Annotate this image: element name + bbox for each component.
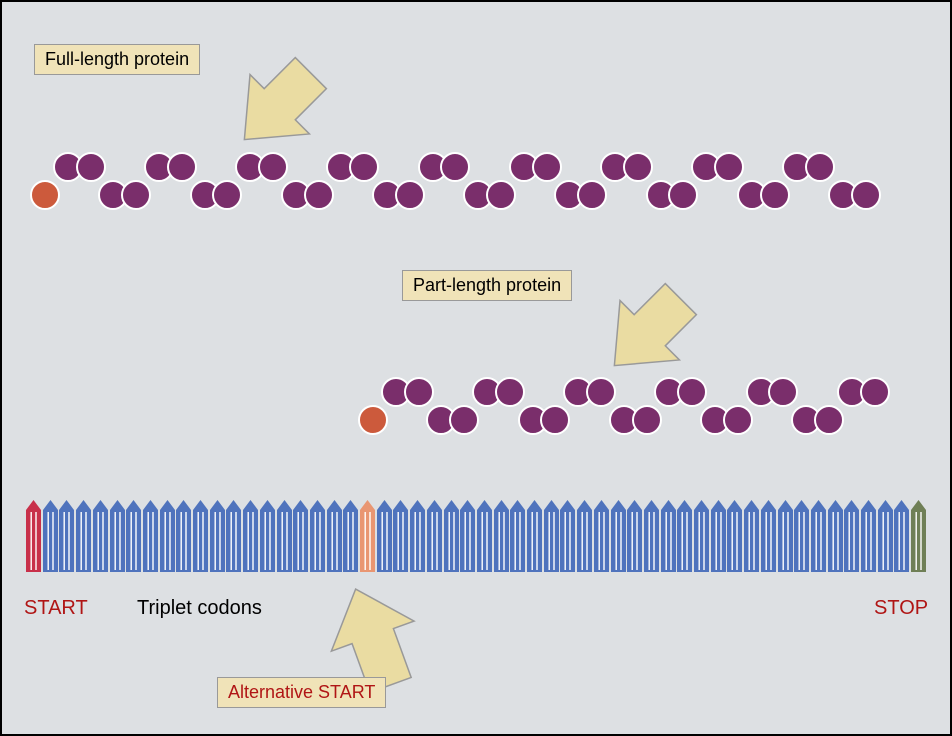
codon	[594, 500, 609, 572]
part-length-label: Part-length protein	[402, 270, 572, 301]
codon	[427, 500, 442, 572]
amino-acid	[668, 180, 698, 210]
start-label: START	[24, 597, 88, 620]
codon	[577, 500, 592, 572]
codon	[844, 500, 859, 572]
codon	[627, 500, 642, 572]
codon	[343, 500, 358, 572]
codon	[110, 500, 125, 572]
codon	[126, 500, 141, 572]
codon	[661, 500, 676, 572]
codon	[677, 500, 692, 572]
amino-acid	[486, 180, 516, 210]
amino-acid	[623, 152, 653, 182]
codon	[477, 500, 492, 572]
codon	[778, 500, 793, 572]
amino-acid	[212, 180, 242, 210]
amino-acid	[395, 180, 425, 210]
amino-acid	[121, 180, 151, 210]
codon	[360, 500, 375, 572]
codon	[544, 500, 559, 572]
codon	[911, 500, 926, 572]
amino-acid	[349, 152, 379, 182]
alternative-start-label: Alternative START	[217, 677, 386, 708]
codon	[410, 500, 425, 572]
codon	[59, 500, 74, 572]
codon	[878, 500, 893, 572]
alternative-start-text: Alternative START	[228, 682, 375, 702]
codon	[828, 500, 843, 572]
codon	[176, 500, 191, 572]
amino-acid	[814, 405, 844, 435]
codon	[76, 500, 91, 572]
codon	[260, 500, 275, 572]
codon	[377, 500, 392, 572]
full-length-arrow-icon	[207, 40, 337, 170]
codon	[494, 500, 509, 572]
full-length-label: Full-length protein	[34, 44, 200, 75]
codon	[26, 500, 41, 572]
codon	[761, 500, 776, 572]
codon	[694, 500, 709, 572]
codon	[460, 500, 475, 572]
codon	[444, 500, 459, 572]
amino-acid	[440, 152, 470, 182]
amino-acid	[404, 377, 434, 407]
amino-acid	[532, 152, 562, 182]
amino-acid	[76, 152, 106, 182]
codon	[43, 500, 58, 572]
codon	[894, 500, 909, 572]
amino-acid	[304, 180, 334, 210]
amino-acid	[805, 152, 835, 182]
stop-label: STOP	[874, 597, 928, 620]
codon	[193, 500, 208, 572]
codon	[143, 500, 158, 572]
amino-acid	[851, 180, 881, 210]
amino-acid	[495, 377, 525, 407]
start-amino-acid	[358, 405, 388, 435]
codon	[226, 500, 241, 572]
amino-acid	[860, 377, 890, 407]
codon	[711, 500, 726, 572]
amino-acid	[768, 377, 798, 407]
codon	[744, 500, 759, 572]
amino-acid	[632, 405, 662, 435]
codon	[393, 500, 408, 572]
codon	[644, 500, 659, 572]
part-length-arrow-icon	[577, 266, 707, 396]
amino-acid	[714, 152, 744, 182]
start-amino-acid	[30, 180, 60, 210]
codon	[310, 500, 325, 572]
amino-acid	[577, 180, 607, 210]
codon	[93, 500, 108, 572]
triplet-codons-label: Triplet codons	[137, 597, 262, 620]
amino-acid	[449, 405, 479, 435]
codon	[210, 500, 225, 572]
codon	[727, 500, 742, 572]
codon	[527, 500, 542, 572]
codon	[611, 500, 626, 572]
codon	[160, 500, 175, 572]
amino-acid	[540, 405, 570, 435]
codon	[277, 500, 292, 572]
amino-acid	[167, 152, 197, 182]
amino-acid	[723, 405, 753, 435]
codon	[293, 500, 308, 572]
codon	[794, 500, 809, 572]
codon	[811, 500, 826, 572]
codon	[243, 500, 258, 572]
codon	[560, 500, 575, 572]
codon	[327, 500, 342, 572]
amino-acid	[760, 180, 790, 210]
codon	[861, 500, 876, 572]
codon	[510, 500, 525, 572]
